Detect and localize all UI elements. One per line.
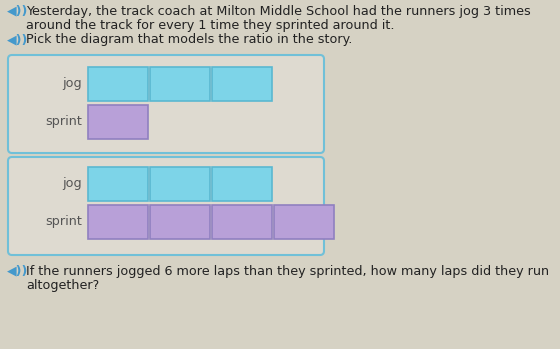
Text: jog: jog bbox=[62, 178, 82, 191]
Bar bbox=[212, 205, 272, 239]
FancyBboxPatch shape bbox=[8, 157, 324, 255]
Text: sprint: sprint bbox=[45, 116, 82, 128]
Text: Yesterday, the track coach at Milton Middle School had the runners jog 3 times: Yesterday, the track coach at Milton Mid… bbox=[26, 5, 531, 17]
Text: ◀)): ◀)) bbox=[7, 5, 29, 17]
Bar bbox=[212, 167, 272, 201]
Bar bbox=[150, 67, 210, 101]
Bar bbox=[88, 67, 148, 101]
Text: If the runners jogged 6 more laps than they sprinted, how many laps did they run: If the runners jogged 6 more laps than t… bbox=[26, 265, 549, 277]
FancyBboxPatch shape bbox=[8, 55, 324, 153]
Text: altogether?: altogether? bbox=[26, 279, 99, 291]
Bar bbox=[150, 167, 210, 201]
Bar bbox=[88, 167, 148, 201]
Text: around the track for every 1 time they sprinted around it.: around the track for every 1 time they s… bbox=[26, 18, 394, 31]
Text: ◀)): ◀)) bbox=[7, 265, 29, 277]
Text: jog: jog bbox=[62, 77, 82, 90]
Bar bbox=[150, 205, 210, 239]
Bar bbox=[212, 67, 272, 101]
Bar bbox=[274, 205, 334, 239]
Text: Pick the diagram that models the ratio in the story.: Pick the diagram that models the ratio i… bbox=[26, 34, 352, 46]
Text: ◀)): ◀)) bbox=[7, 34, 29, 46]
Bar bbox=[88, 105, 148, 139]
Text: sprint: sprint bbox=[45, 215, 82, 229]
Bar bbox=[88, 205, 148, 239]
